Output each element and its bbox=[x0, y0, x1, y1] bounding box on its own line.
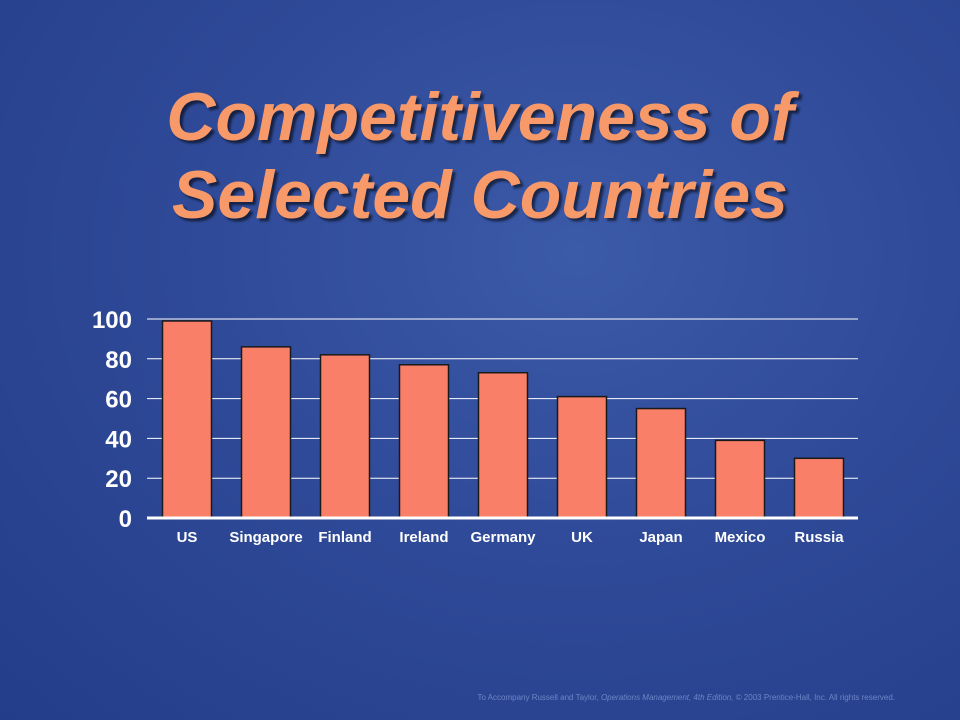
bar-finland bbox=[319, 354, 371, 519]
slide-title-line-2: Selected Countries bbox=[172, 157, 788, 233]
x-tick-label-ireland: Ireland bbox=[399, 529, 448, 546]
footer-copyright: © 2003 Prentice-Hall, Inc. All rights re… bbox=[733, 693, 895, 702]
x-tick-label-us: US bbox=[177, 529, 198, 546]
y-tick-label-40: 40 bbox=[105, 426, 132, 453]
slide-title: Competitiveness of Selected Countries bbox=[0, 78, 960, 234]
footer-prefix: To Accompany Russell and Taylor, bbox=[477, 693, 601, 702]
bar-uk bbox=[556, 395, 608, 519]
slide-title-line-1: Competitiveness of bbox=[166, 79, 794, 155]
bar-russia bbox=[793, 457, 845, 519]
bar-germany bbox=[477, 371, 529, 519]
x-tick-label-mexico: Mexico bbox=[715, 529, 766, 546]
labels: 0 20 40 60 80 100 US Singapore Finland Ireland Ger… bbox=[92, 307, 844, 546]
y-tick-label-20: 20 bbox=[105, 466, 132, 493]
footer-book-title: Operations Management, 4th Edition, bbox=[600, 693, 734, 702]
bar-ireland bbox=[398, 364, 450, 519]
x-tick-label-russia: Russia bbox=[794, 529, 844, 546]
bar-singapore bbox=[240, 346, 292, 519]
x-tick-label-germany: Germany bbox=[470, 529, 536, 546]
y-tick-label-80: 80 bbox=[105, 347, 132, 374]
x-tick-label-japan: Japan bbox=[639, 529, 682, 546]
copyright-footer: To Accompany Russell and Taylor, Operati… bbox=[0, 693, 895, 702]
bar-us bbox=[161, 320, 213, 519]
bars bbox=[161, 320, 845, 519]
bar-japan bbox=[635, 407, 687, 519]
y-tick-label-60: 60 bbox=[105, 387, 132, 414]
bar-mexico bbox=[714, 439, 766, 519]
x-tick-label-uk: UK bbox=[571, 529, 593, 546]
x-tick-label-finland: Finland bbox=[318, 529, 371, 546]
y-tick-label-0: 0 bbox=[119, 506, 132, 533]
y-tick-label-100: 100 bbox=[92, 307, 132, 334]
x-tick-label-singapore: Singapore bbox=[229, 529, 302, 546]
